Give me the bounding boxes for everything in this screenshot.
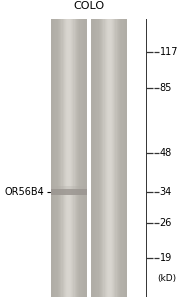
Bar: [66, 20, 67, 297]
Bar: [95, 20, 96, 297]
Bar: [84, 20, 86, 297]
Bar: [63, 20, 64, 297]
Bar: [91, 20, 92, 297]
Bar: [124, 20, 125, 297]
Bar: [99, 20, 100, 297]
Bar: [119, 20, 120, 297]
Bar: [96, 20, 97, 297]
Bar: [113, 20, 114, 297]
Bar: [72, 20, 73, 297]
Bar: [92, 20, 94, 297]
Bar: [52, 20, 53, 297]
Bar: [125, 20, 126, 297]
Bar: [118, 20, 119, 297]
Text: (kD): (kD): [158, 274, 177, 283]
Bar: [53, 20, 54, 297]
Bar: [64, 20, 65, 297]
Text: OR56B4: OR56B4: [5, 187, 44, 197]
Bar: [97, 20, 99, 297]
Text: COLO: COLO: [74, 2, 104, 11]
Bar: [76, 20, 77, 297]
Bar: [58, 20, 59, 297]
Bar: [79, 20, 81, 297]
Bar: [70, 20, 71, 297]
Bar: [117, 20, 118, 297]
Bar: [82, 20, 83, 297]
Bar: [51, 186, 87, 189]
Bar: [114, 20, 115, 297]
Bar: [123, 20, 124, 297]
Bar: [120, 20, 121, 297]
Bar: [65, 20, 66, 297]
Bar: [83, 20, 84, 297]
Bar: [102, 20, 103, 297]
Bar: [107, 20, 108, 297]
Bar: [69, 20, 70, 297]
Bar: [121, 20, 123, 297]
Bar: [94, 20, 95, 297]
Bar: [60, 20, 61, 297]
Bar: [105, 20, 106, 297]
Text: 48: 48: [159, 148, 172, 158]
Bar: [111, 20, 112, 297]
Bar: [75, 20, 76, 297]
Bar: [86, 20, 87, 297]
Bar: [57, 20, 58, 297]
Bar: [71, 20, 72, 297]
Text: 85: 85: [159, 83, 172, 93]
Bar: [109, 20, 111, 297]
Text: 26: 26: [159, 218, 172, 228]
Bar: [112, 20, 113, 297]
Bar: [101, 20, 102, 297]
Bar: [77, 20, 78, 297]
Bar: [126, 20, 127, 297]
Bar: [51, 189, 87, 195]
Bar: [59, 20, 60, 297]
Bar: [115, 20, 117, 297]
Bar: [100, 20, 101, 297]
Bar: [73, 20, 75, 297]
Bar: [108, 20, 109, 297]
Text: 34: 34: [159, 187, 172, 197]
Bar: [51, 20, 52, 297]
Text: 19: 19: [159, 253, 172, 263]
Bar: [78, 20, 79, 297]
Bar: [106, 20, 107, 297]
Bar: [67, 20, 69, 297]
Bar: [61, 20, 63, 297]
Text: 117: 117: [159, 47, 178, 57]
Bar: [81, 20, 82, 297]
Bar: [54, 20, 55, 297]
Bar: [55, 20, 57, 297]
Bar: [103, 20, 105, 297]
